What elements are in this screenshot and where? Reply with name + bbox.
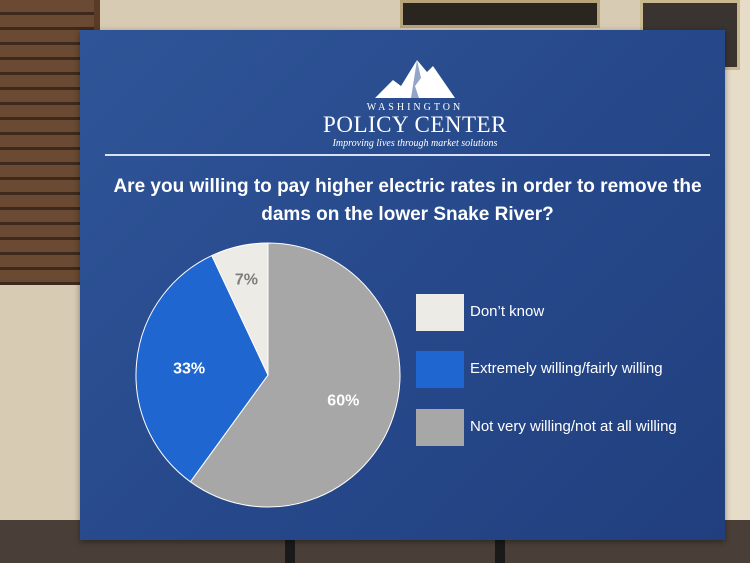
- org-logo: WASHINGTON POLICY CENTER Improving lives…: [305, 50, 525, 150]
- chart-title: Are you willing to pay higher electric r…: [113, 176, 702, 225]
- divider: [105, 154, 710, 156]
- legend-swatch: [416, 409, 464, 446]
- poster-board: WASHINGTON POLICY CENTER Improving lives…: [80, 30, 725, 540]
- legend-swatch: [416, 294, 464, 331]
- legend-swatch: [416, 351, 464, 388]
- org-name-top: WASHINGTON: [366, 102, 464, 113]
- org-tagline: Improving lives through market solutions: [332, 138, 498, 149]
- window-blinds: [0, 0, 95, 285]
- pie-chart: 7% 33% 60%: [135, 242, 401, 508]
- pie-slice: [189, 242, 401, 508]
- legend-label: Extremely willing/fairly willing: [470, 360, 663, 377]
- pie-slice: [211, 242, 269, 376]
- legend-label: Not very willing/not at all willing: [470, 418, 677, 435]
- org-name-main: POLICY CENTER: [323, 112, 507, 137]
- mountain-logo-icon: [375, 60, 455, 98]
- easel-leg: [495, 530, 505, 563]
- slice-value-label: 33%: [173, 361, 205, 378]
- easel-leg: [285, 530, 295, 563]
- pie-slice: [135, 254, 269, 483]
- wall-picture: [400, 0, 600, 28]
- slice-value-label: 7%: [235, 271, 258, 288]
- legend-label: Don’t know: [470, 303, 545, 320]
- slice-value-label: 60%: [327, 392, 359, 409]
